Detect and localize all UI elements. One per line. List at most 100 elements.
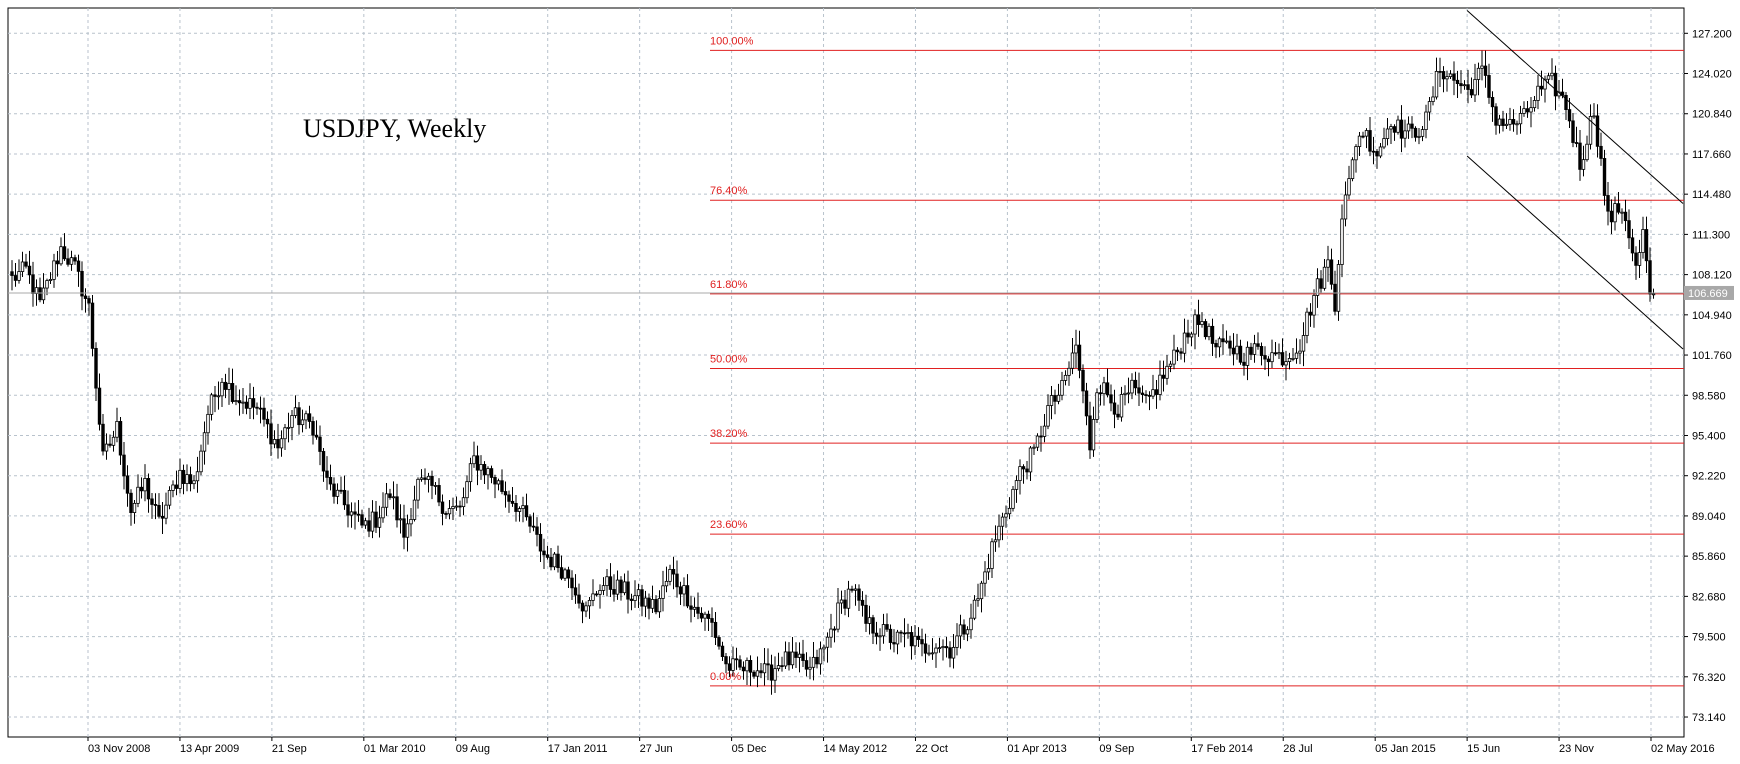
candle-body — [440, 501, 445, 514]
candle-body — [976, 598, 980, 601]
candle-body — [615, 579, 620, 595]
x-tick-label: 09 Sep — [1099, 743, 1134, 755]
x-tick-label: 01 Mar 2010 — [364, 743, 426, 755]
candle-body — [1042, 425, 1047, 437]
candle-body — [1277, 352, 1281, 355]
candle-body — [1056, 394, 1061, 402]
fibonacci-levels: 100.00% 76.40% 61.80% 50.00% 38.20% 23.60% 0.0… — [710, 35, 1684, 687]
candle-body — [1235, 345, 1239, 355]
candle-body — [1476, 67, 1481, 80]
candle-body — [1298, 350, 1302, 354]
candle-body — [381, 506, 385, 519]
candle-body — [1634, 252, 1638, 266]
candle-body — [1497, 118, 1502, 126]
candle-body — [1266, 358, 1271, 363]
candle-body — [1389, 126, 1393, 130]
candle-body — [920, 639, 924, 645]
fibonacci-level-label: 50.00% — [710, 353, 748, 365]
candle-body — [69, 257, 74, 265]
candle-body — [230, 383, 235, 402]
candle-body — [955, 635, 959, 648]
candle-body — [178, 469, 182, 489]
candle-body — [685, 585, 690, 607]
candle-body — [45, 280, 49, 289]
candle-body — [1200, 321, 1204, 325]
candle-body — [1641, 229, 1645, 253]
candle-body — [1371, 150, 1376, 153]
candle-body — [745, 659, 749, 672]
candle-body — [1018, 466, 1022, 481]
x-tick-label: 27 Jun — [640, 743, 673, 755]
candle-body — [1007, 507, 1012, 515]
candle-body — [619, 579, 623, 594]
candle-body — [1063, 374, 1068, 381]
candle-body — [353, 511, 357, 515]
candle-body — [1434, 70, 1439, 98]
candle-body — [832, 628, 837, 631]
candle-body — [573, 587, 578, 596]
candle-body — [990, 541, 994, 569]
candle-body — [1312, 295, 1316, 316]
candle-body — [1165, 365, 1169, 379]
candle-body — [738, 659, 742, 668]
candle-body — [1550, 72, 1554, 77]
candle-body — [1431, 96, 1435, 102]
candle-body — [657, 598, 662, 613]
candle-body — [1140, 392, 1145, 395]
y-tick-label: 117.660 — [1692, 149, 1731, 161]
candle-body — [755, 670, 760, 677]
candle-body — [220, 381, 224, 397]
candle-body — [1602, 158, 1607, 196]
candle-body — [1539, 85, 1544, 90]
fibonacci-level-label: 76.40% — [710, 185, 748, 197]
candle-body — [97, 387, 102, 425]
candle-body — [1508, 119, 1512, 125]
candle-body — [1410, 123, 1414, 129]
candle-body — [342, 489, 347, 506]
fibonacci-level-label: 61.80% — [710, 279, 748, 291]
plot-area-border — [7, 7, 1685, 738]
candle-body — [1382, 138, 1386, 148]
candle-body — [584, 605, 588, 612]
candle-body — [482, 464, 487, 476]
candle-body — [1011, 488, 1015, 509]
candle-body — [174, 484, 179, 489]
candle-body — [1613, 203, 1617, 223]
candle-body — [1095, 392, 1099, 420]
candle-body — [815, 656, 819, 665]
candle-body — [1294, 352, 1299, 359]
candle-body — [1326, 259, 1330, 268]
candle-body — [136, 486, 140, 504]
candle-body — [731, 658, 735, 671]
candle-body — [689, 605, 693, 610]
y-tick-label: 89.040 — [1692, 511, 1726, 523]
candle-body — [972, 599, 977, 619]
y-tick-label: 124.020 — [1692, 69, 1732, 81]
candle-body — [157, 504, 161, 517]
candle-body — [433, 485, 438, 487]
candle-body — [692, 606, 697, 610]
candle-body — [1154, 389, 1159, 395]
candle-body — [391, 496, 396, 499]
candle-body — [1014, 480, 1019, 490]
candle-body — [286, 426, 291, 429]
candle-body — [293, 407, 298, 416]
candle-body — [654, 599, 658, 613]
y-axis: 127.200 124.020 120.840 117.660 114.480 111.3… — [1684, 28, 1732, 724]
candle-body — [83, 295, 88, 299]
candle-body — [1207, 325, 1211, 338]
candle-body — [370, 511, 375, 532]
current-price-tag — [1684, 285, 1734, 300]
candle-body — [1035, 435, 1040, 448]
candle-body — [192, 480, 196, 485]
candle-body — [783, 651, 788, 667]
candle-body — [902, 632, 907, 635]
y-tick-label: 76.320 — [1692, 672, 1726, 684]
x-tick-label: 17 Feb 2014 — [1191, 743, 1253, 755]
candle-body — [146, 478, 151, 500]
y-tick-label: 95.400 — [1692, 430, 1726, 442]
candle-body — [1137, 387, 1141, 394]
candle-body — [710, 618, 714, 623]
candle-body — [486, 468, 490, 476]
candle-body — [1032, 446, 1036, 449]
